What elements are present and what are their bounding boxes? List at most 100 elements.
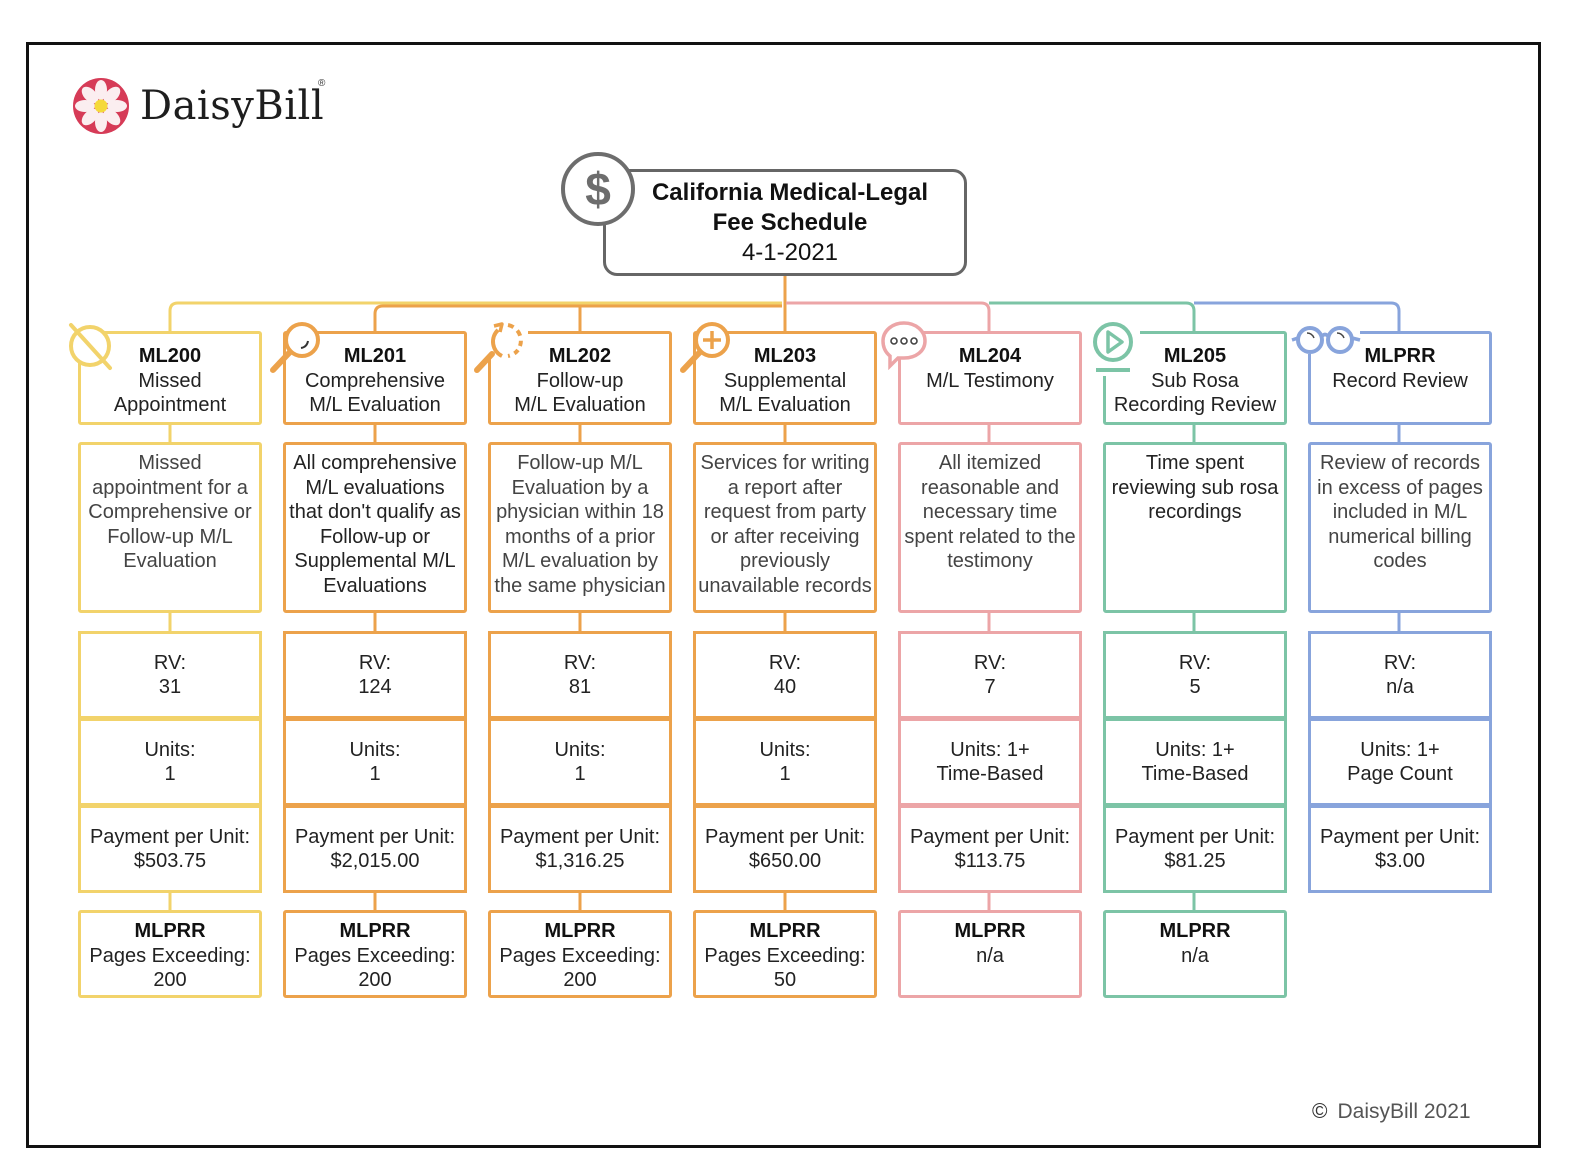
rv-value: 7	[984, 676, 996, 698]
units-label: Units: 1+	[950, 738, 1030, 761]
description-line: reviewing sub rosa	[1111, 476, 1279, 499]
units-label: Units: 1+	[1155, 738, 1235, 761]
description-box: All comprehensive M/L evaluations that d…	[283, 442, 467, 613]
description-line: request from party	[703, 501, 867, 523]
description-line: appointment for a	[92, 476, 248, 499]
payment-box: Payment per Unit: $3.00	[1308, 805, 1492, 893]
code-name-line-1: Comprehensive	[304, 369, 446, 392]
description-line: Time spent	[1145, 452, 1245, 474]
description-line: Supplemental M/L	[294, 550, 456, 572]
units-box: Units: 1	[283, 718, 467, 806]
registered-mark: ®	[318, 78, 326, 89]
payment-box: Payment per Unit: $2,015.00	[283, 805, 467, 893]
copyright-notice: © DaisyBill 2021	[1312, 1100, 1471, 1124]
mlprr-box: MLPRR Pages Exceeding: 200	[283, 910, 467, 998]
payment-label: Payment per Unit:	[704, 825, 866, 848]
description-line: in excess of pages	[1317, 476, 1483, 499]
description-line: M/L evaluation by	[501, 550, 658, 572]
units-label: Units:	[554, 738, 606, 761]
units-box: Units: 1+ Time-Based	[898, 718, 1082, 806]
rv-value: 124	[358, 676, 392, 698]
mlprr-label: MLPRR	[1159, 920, 1231, 942]
payment-label: Payment per Unit:	[499, 825, 661, 848]
description-line: unavailable records	[698, 574, 872, 597]
payment-label: Payment per Unit:	[89, 825, 251, 848]
rv-box: RV: 7	[898, 631, 1082, 719]
description-line: numerical billing	[1328, 525, 1472, 548]
magnifier-refresh-icon	[474, 322, 528, 373]
rv-box: RV: 124	[283, 631, 467, 719]
code-name-line-1: Record Review	[1332, 369, 1468, 392]
payment-value: $1,316.25	[535, 850, 625, 872]
code-name-line-1: Supplemental	[723, 369, 847, 392]
units-value: 1	[369, 763, 381, 785]
description-line: reasonable and	[921, 476, 1059, 499]
description-box: Time spent reviewing sub rosa recordings	[1103, 442, 1287, 613]
code-label: ML205	[1163, 345, 1227, 367]
rv-box: RV: 31	[78, 631, 262, 719]
payment-value: $81.25	[1164, 850, 1226, 872]
mlprr-line-1: n/a	[1181, 944, 1209, 967]
units-value: Time-Based	[936, 763, 1044, 785]
description-line: previously	[739, 550, 831, 572]
description-line: Follow-up or	[319, 525, 431, 548]
title-line-1: California Medical-Legal	[651, 178, 929, 206]
rv-label: RV:	[358, 651, 392, 674]
description-line: testimony	[947, 550, 1033, 572]
payment-label: Payment per Unit:	[1319, 825, 1481, 848]
code-label: MLPRR	[1364, 345, 1436, 367]
units-value: 1	[779, 763, 791, 785]
description-line: All comprehensive	[293, 452, 457, 474]
code-name-line-2: M/L Evaluation	[309, 394, 441, 416]
rv-label: RV:	[768, 651, 802, 674]
play-button-icon	[1090, 320, 1140, 376]
mlprr-label: MLPRR	[954, 920, 1026, 942]
mlprr-box: MLPRR Pages Exceeding: 200	[488, 910, 672, 998]
payment-value: $503.75	[133, 850, 207, 872]
code-name-line-2: M/L Evaluation	[719, 394, 851, 416]
mlprr-label: MLPRR	[544, 920, 616, 942]
rv-value: 40	[773, 676, 797, 698]
mlprr-line-1: Pages Exceeding:	[704, 944, 866, 967]
code-name-line-2: Appointment	[113, 394, 227, 416]
description-line: necessary time	[922, 501, 1058, 523]
mlprr-box: MLPRR Pages Exceeding: 50	[693, 910, 877, 998]
units-value: Time-Based	[1141, 763, 1249, 785]
payment-box: Payment per Unit: $650.00	[693, 805, 877, 893]
rv-label: RV:	[1383, 651, 1417, 674]
units-value: Page Count	[1347, 763, 1453, 785]
description-line: Evaluation	[123, 550, 217, 572]
units-value: 1	[574, 763, 586, 785]
description-box: Review of records in excess of pages inc…	[1308, 442, 1492, 613]
copyright-icon: ©	[1312, 1100, 1328, 1123]
payment-box: Payment per Unit: $1,316.25	[488, 805, 672, 893]
units-label: Units: 1+	[1360, 738, 1440, 761]
mlprr-label: MLPRR	[339, 920, 411, 942]
units-box: Units: 1+ Time-Based	[1103, 718, 1287, 806]
code-header: ML204 M/L Testimony	[898, 331, 1082, 425]
units-label: Units:	[144, 738, 196, 761]
code-name-line-2: Recording Review	[1113, 394, 1277, 416]
description-line: Follow-up M/L	[517, 452, 643, 474]
payment-label: Payment per Unit:	[909, 825, 1071, 848]
description-line: the same physician	[494, 574, 666, 597]
mlprr-box: MLPRR Pages Exceeding: 200	[78, 910, 262, 998]
payment-value: $113.75	[954, 850, 1026, 872]
code-name-line-1: Missed	[138, 369, 202, 392]
mlprr-label: MLPRR	[749, 920, 821, 942]
no-symbol-icon	[69, 323, 112, 370]
mlprr-line-2: 200	[358, 969, 392, 991]
mlprr-line-1: Pages Exceeding:	[499, 944, 661, 967]
description-line: a report after	[727, 476, 843, 499]
mlprr-box: MLPRR n/a	[1103, 910, 1287, 998]
description-line: codes	[1373, 550, 1427, 572]
rv-label: RV:	[1178, 651, 1212, 674]
dollar-circle-icon: $	[561, 152, 635, 226]
description-line: M/L evaluations	[305, 476, 445, 499]
code-label: ML204	[958, 345, 1022, 367]
payment-box: Payment per Unit: $113.75	[898, 805, 1082, 893]
units-label: Units:	[759, 738, 811, 761]
description-box: Services for writing a report after requ…	[693, 442, 877, 613]
description-line: recordings	[1148, 501, 1242, 523]
rv-value: 81	[568, 676, 592, 698]
